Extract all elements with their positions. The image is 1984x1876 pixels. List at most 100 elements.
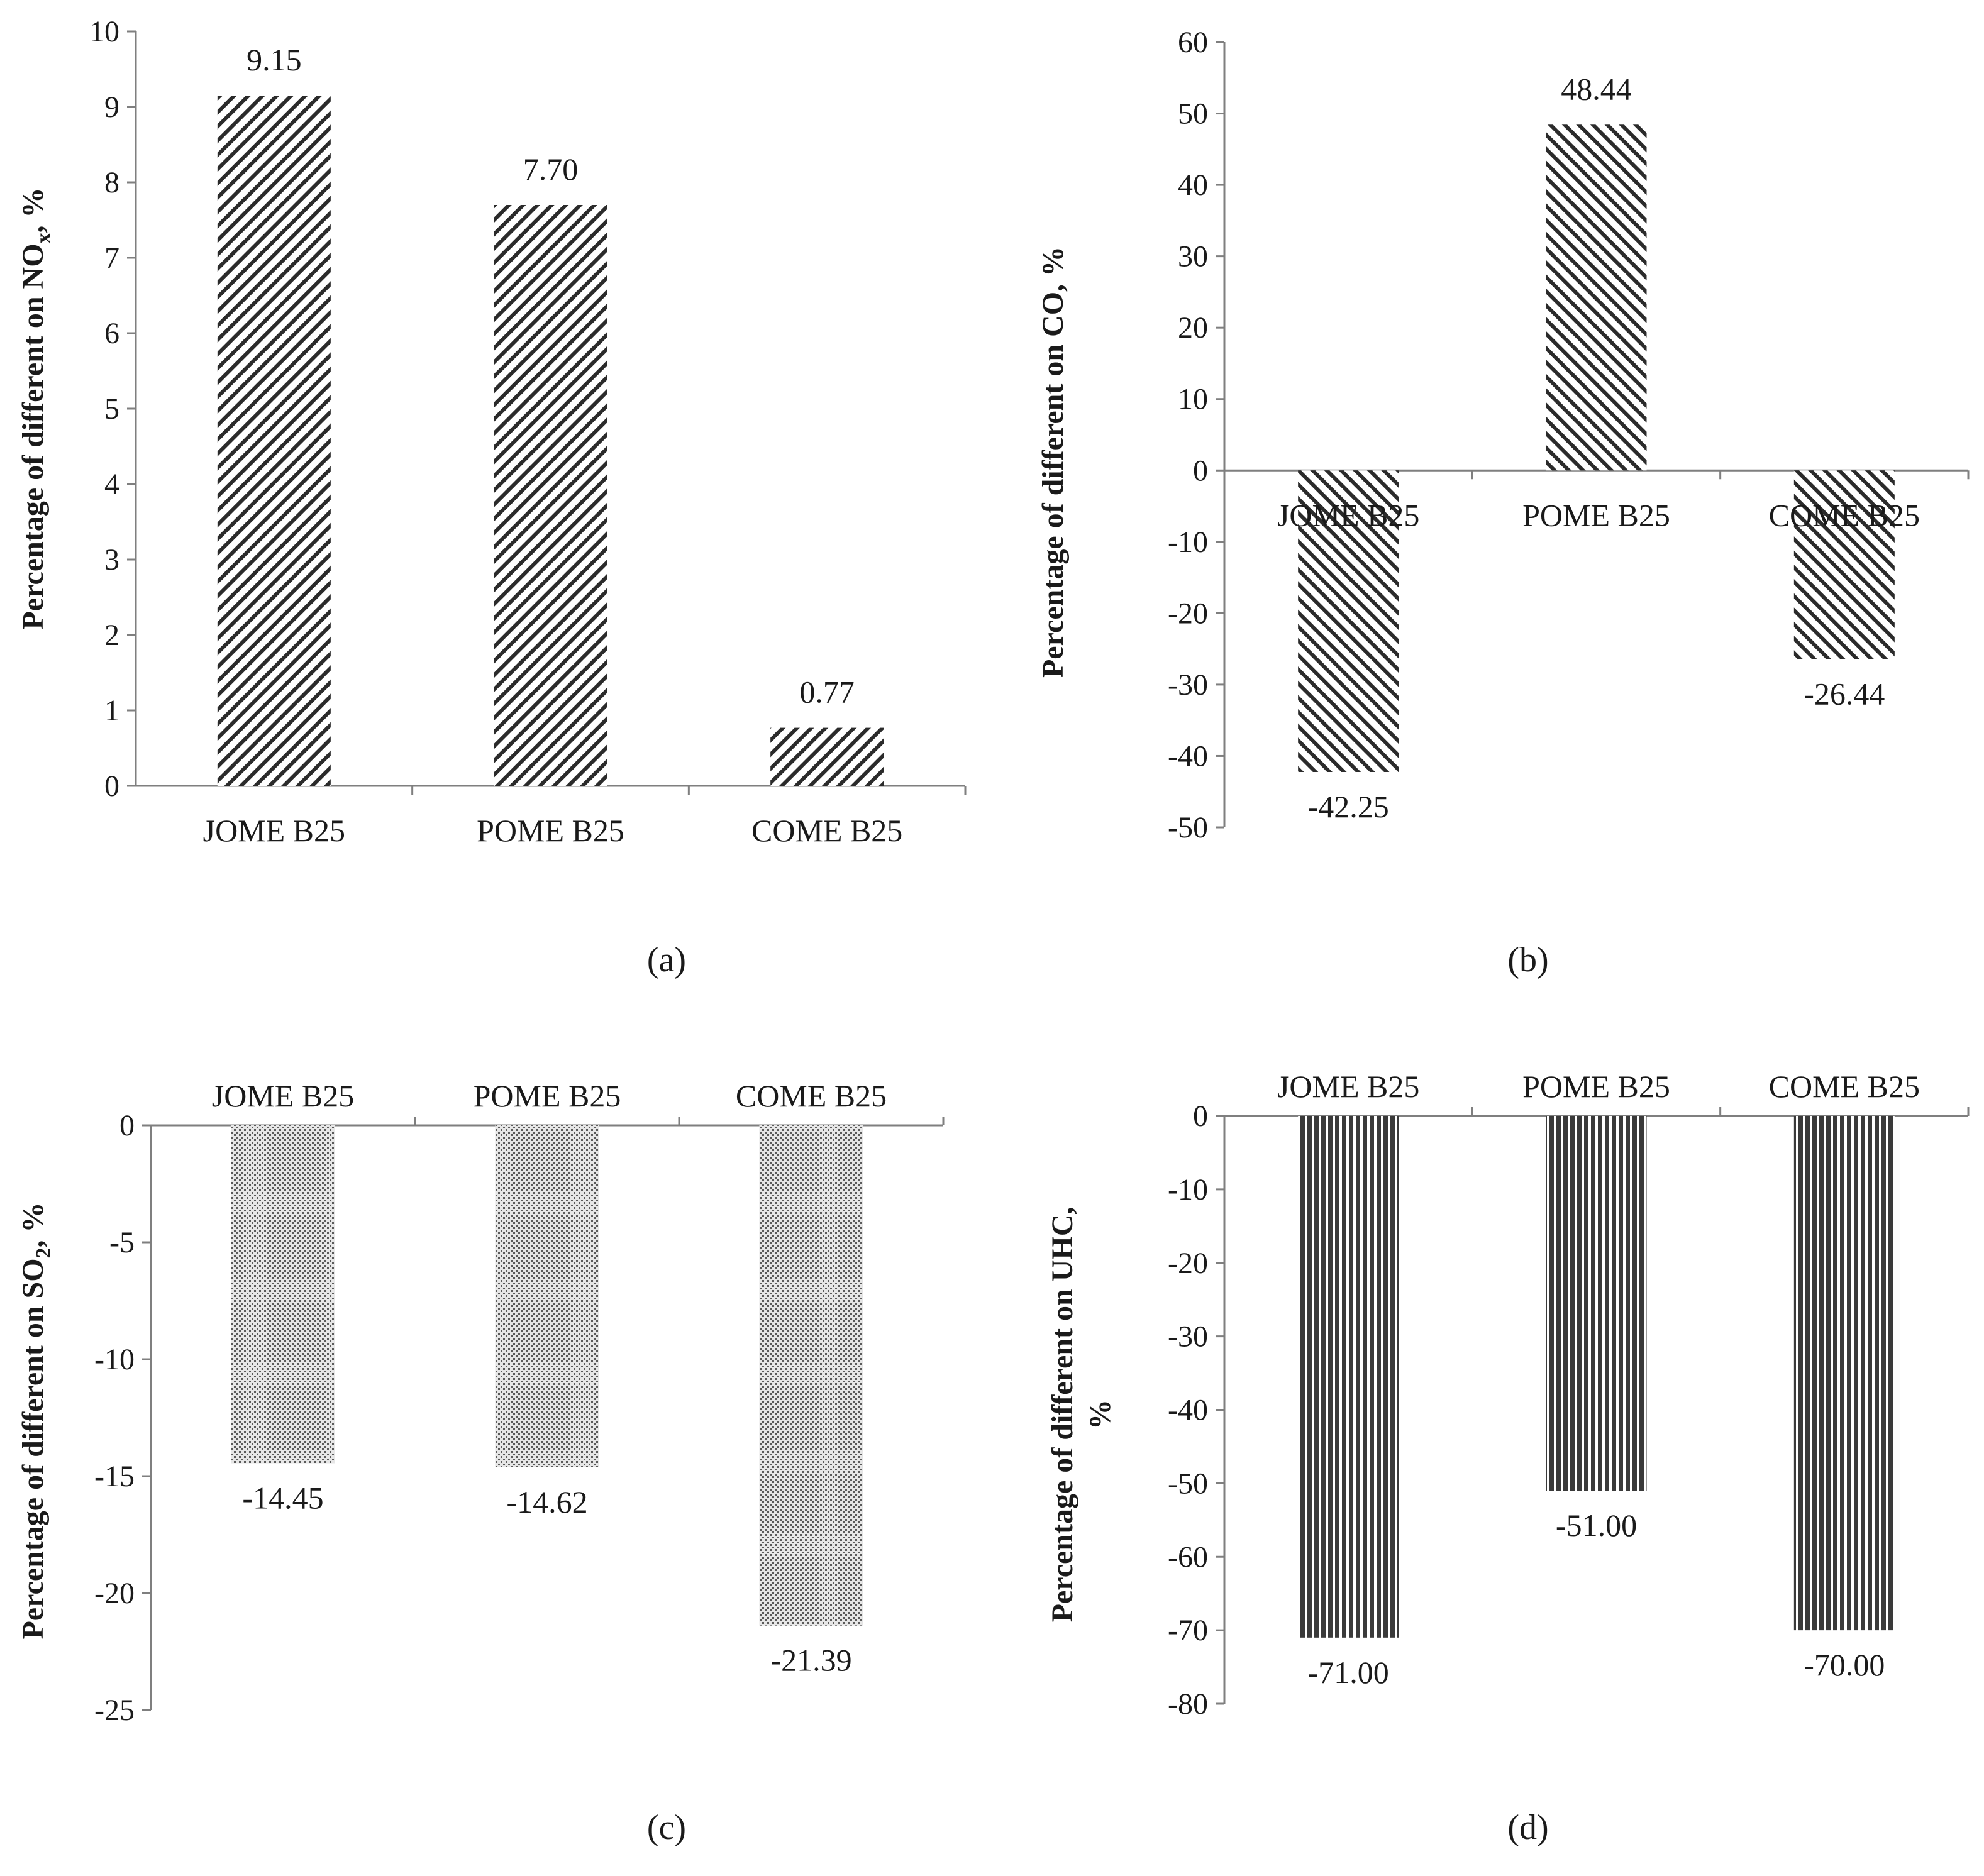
panel-label: (d): [1507, 1808, 1548, 1847]
y-tick-label: 30: [1178, 240, 1208, 273]
y-tick-label: 5: [104, 392, 119, 426]
y-tick-label: -10: [1168, 526, 1208, 559]
y-tick-label: 10: [89, 15, 119, 48]
y-axis-title: Percentage of different on SO2, %: [16, 1202, 55, 1639]
bar-jome-b25: [231, 1125, 335, 1464]
y-axis-title: Percentage of different on UHC,%: [1046, 1207, 1117, 1623]
category-label: COME B25: [751, 813, 902, 848]
data-label: -70.00: [1804, 1647, 1885, 1682]
bar-pome-b25: [495, 1125, 599, 1467]
bar-jome-b25: [1298, 470, 1399, 773]
y-tick-label: 1: [104, 694, 119, 727]
bar-pome-b25: [1546, 1116, 1647, 1491]
y-tick-label: -70: [1168, 1614, 1208, 1647]
y-axis-title: Percentage of different on CO, %: [1036, 246, 1070, 678]
category-label: JOME B25: [1277, 497, 1419, 532]
y-axis-title-main: Percentage of different on CO, %: [1036, 246, 1070, 678]
y-tick-label: -10: [1168, 1173, 1208, 1206]
bar-pome-b25: [494, 205, 607, 786]
y-axis-title-line2: %: [1083, 1399, 1117, 1430]
y-tick-label: 60: [1178, 26, 1208, 59]
y-tick-label: -30: [1168, 1320, 1208, 1354]
bar-come-b25: [1793, 1116, 1895, 1631]
data-label: -42.25: [1308, 789, 1389, 824]
y-tick-label: -30: [1168, 668, 1208, 702]
y-axis-title-main: Percentage of different on NO: [16, 243, 50, 629]
y-tick-label: -25: [94, 1694, 135, 1727]
y-tick-label: 6: [104, 317, 119, 350]
bar-jome-b25: [1298, 1116, 1399, 1638]
data-label: -51.00: [1556, 1508, 1637, 1543]
data-label: -26.44: [1804, 676, 1885, 711]
svg-text:Percentage of different on CO,: Percentage of different on CO, %: [1036, 246, 1070, 678]
y-axis-title-tail: , %: [16, 187, 50, 233]
y-tick-label: -5: [109, 1226, 135, 1259]
chart-panel-a: 0 1 2 3 4 5 6 7 8 9 10 9.15 JOME B25 7.70 POME B25 0.77…: [16, 15, 967, 979]
y-tick-label: -10: [94, 1343, 135, 1376]
y-tick-label: 8: [104, 166, 119, 199]
y-tick-label: -50: [1168, 811, 1208, 844]
y-tick-label: 0: [104, 770, 119, 803]
y-tick-label: 50: [1178, 97, 1208, 131]
y-axis-title: Percentage of different on NOx, %: [16, 187, 55, 629]
data-label: 9.15: [247, 42, 302, 77]
y-axis-title-main: Percentage of different on UHC,: [1046, 1207, 1079, 1623]
y-tick-label: 20: [1178, 311, 1208, 345]
y-tick-label: -40: [1168, 1394, 1208, 1427]
data-label: -21.39: [770, 1643, 851, 1678]
bar-come-b25: [759, 1125, 863, 1626]
category-label: JOME B25: [203, 813, 345, 848]
data-label: 0.77: [799, 675, 855, 710]
data-label: -14.62: [506, 1484, 587, 1520]
y-tick-label: -40: [1168, 739, 1208, 773]
y-tick-label: 7: [104, 241, 119, 275]
chart-panel-c: -25 -20 -15 -10 -5 0 -14.45 JOME B25 -14.62 POME …: [16, 1078, 945, 1847]
svg-text:Percentage of different on UHC: Percentage of different on UHC,: [1046, 1207, 1079, 1623]
bar-jome-b25: [217, 96, 331, 786]
y-tick-label: -60: [1168, 1540, 1208, 1574]
y-tick-label: 0: [119, 1109, 135, 1142]
svg-text:Percentage of different on SO2: Percentage of different on SO2, %: [16, 1202, 55, 1639]
category-label: POME B25: [1522, 1069, 1670, 1104]
y-tick-label: -20: [1168, 597, 1208, 630]
y-tick-label: -80: [1168, 1687, 1208, 1721]
category-label: POME B25: [474, 1078, 621, 1113]
y-tick-label: 40: [1178, 168, 1208, 202]
y-tick-label: 3: [104, 543, 119, 577]
panel-label: (b): [1507, 941, 1548, 979]
category-label: POME B25: [477, 813, 624, 848]
data-label: -71.00: [1308, 1655, 1389, 1690]
y-tick-label: 9: [104, 91, 119, 124]
category-label: COME B25: [1769, 497, 1920, 532]
category-label: POME B25: [1522, 497, 1670, 532]
bar-come-b25: [770, 727, 884, 786]
svg-text:Percentage of different on NOx: Percentage of different on NOx, %: [16, 187, 55, 629]
panel-label: (c): [647, 1808, 686, 1847]
panel-label: (a): [647, 941, 686, 979]
y-tick-label: 0: [1193, 1100, 1208, 1133]
y-axis-title-main: Percentage of different on SO: [16, 1258, 50, 1639]
y-tick-label: 4: [104, 468, 119, 501]
category-label: JOME B25: [1277, 1069, 1419, 1104]
bar-pome-b25: [1546, 124, 1647, 471]
data-label: 48.44: [1561, 71, 1632, 106]
category-label: COME B25: [736, 1078, 887, 1113]
chart-panel-b: -50 -40 -30 -20 -10 0 10 20 30 40 50 60 -42.25 JOME B…: [1036, 26, 1970, 979]
y-axis-title-subscript: 2: [32, 1247, 55, 1258]
category-label: COME B25: [1769, 1069, 1920, 1104]
y-tick-label: 0: [1193, 454, 1208, 487]
y-tick-label: 2: [104, 619, 119, 652]
y-tick-label: -20: [1168, 1247, 1208, 1280]
y-tick-label: -20: [94, 1577, 135, 1610]
chart-panel-d: -80 -70 -60 -50 -40 -30 -20 -10 0 -71.00 JOME B25 -…: [1046, 1069, 1970, 1847]
data-label: -14.45: [242, 1481, 323, 1516]
y-tick-label: -15: [94, 1460, 135, 1493]
y-tick-label: 10: [1178, 383, 1208, 416]
y-axis-title-subscript: x: [32, 233, 55, 243]
category-label: JOME B25: [212, 1078, 354, 1113]
data-label: 7.70: [523, 152, 579, 187]
y-tick-label: -50: [1168, 1467, 1208, 1500]
y-axis-title-tail: , %: [16, 1202, 50, 1247]
bar-come-b25: [1793, 470, 1895, 659]
